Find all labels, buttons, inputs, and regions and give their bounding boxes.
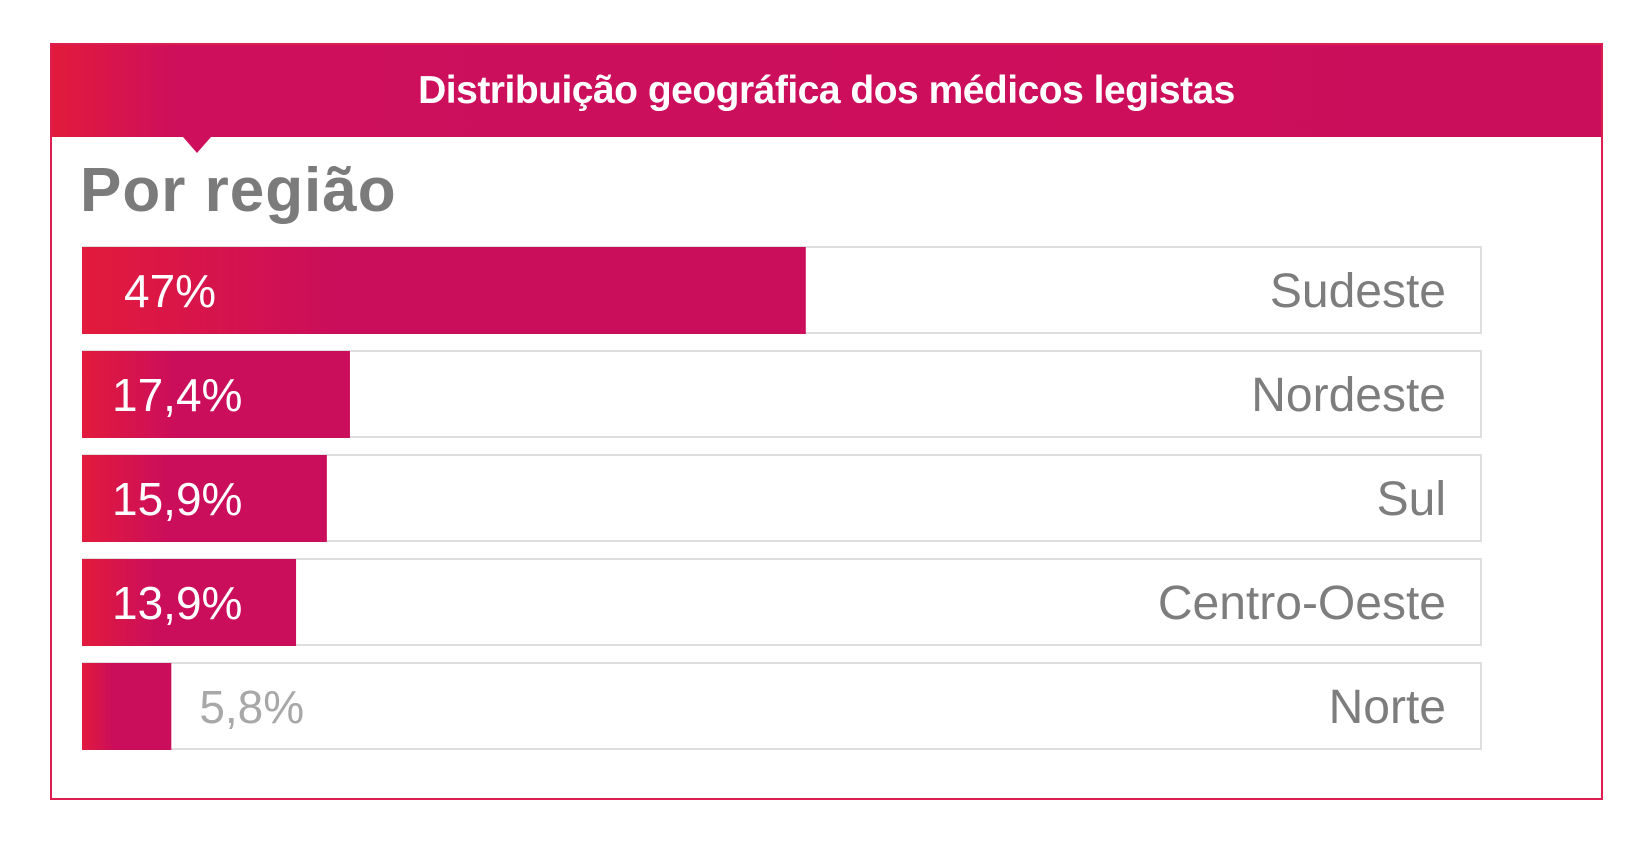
data-label: 47% [124,265,216,317]
category-label: Nordeste [1251,369,1446,422]
bar-chart: 47% Sudeste 17,4% Nordeste 15,9% Sul 13,9% Cent… [82,246,1482,750]
category-label: Centro-Oeste [1158,577,1446,630]
chart-card: Distribuição geográfica dos médicos legi… [50,43,1603,800]
data-label: 13,9% [112,577,242,629]
bar [82,559,297,646]
bar [82,455,327,542]
bar-row: 47% Sudeste [82,246,1482,334]
bar [82,663,172,750]
category-label: Norte [1329,681,1446,734]
category-label: Sul [1377,473,1446,526]
chart-header: Distribuição geográfica dos médicos legi… [52,45,1601,137]
chart-title: Distribuição geográfica dos médicos legi… [418,69,1235,112]
bar-track [82,558,1482,646]
data-label: 15,9% [112,473,242,525]
bar-track [82,662,1482,750]
data-label: 17,4% [112,369,242,421]
bar-row: 13,9% Centro-Oeste [82,558,1482,646]
data-label: 5,8% [199,681,304,733]
bar-row: 17,4% Nordeste [82,350,1482,438]
chart-subtitle: Por região [80,156,397,225]
category-label: Sudeste [1270,265,1446,318]
bar [82,351,350,438]
bar [82,247,806,334]
bar-row: 5,8% Norte [82,662,1482,750]
bar-row: 15,9% Sul [82,454,1482,542]
header-notch-pointer [183,137,211,153]
